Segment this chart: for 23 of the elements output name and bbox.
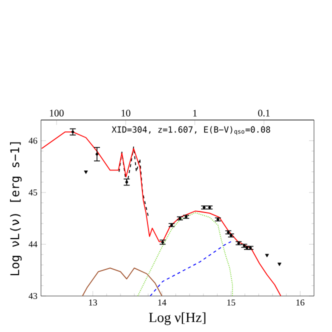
line-series — [150, 241, 232, 296]
point — [96, 152, 98, 156]
x-tick-label: 14 — [158, 300, 166, 306]
point — [265, 254, 269, 258]
x2-tick-label: 100 — [50, 110, 64, 116]
line-series — [137, 212, 233, 296]
x-axis-title: Log ν[Hz] — [149, 312, 206, 326]
y-tick-label: 46 — [28, 138, 38, 144]
x-tick-label: 15 — [227, 300, 236, 306]
y-axis-title: Log νL(ν) [erg s−1] — [10, 142, 22, 276]
annotation: XID=304, z=1.607, E(B−V)$_{qso}$=0.08 — [112, 126, 270, 135]
x-tick-label: 13 — [89, 300, 97, 306]
line-series — [82, 268, 162, 296]
y-tick-label: 44 — [28, 241, 38, 248]
y-tick-label: 43 — [28, 292, 38, 300]
point — [278, 262, 282, 266]
x-tick-label: 16 — [296, 300, 304, 306]
line-series — [118, 146, 149, 216]
x2-tick-label: 1 — [193, 110, 197, 116]
x2-tick-label: 0.1 — [258, 110, 270, 116]
x2-tick-label: 10 — [122, 110, 130, 116]
y-tick-label: 45 — [28, 189, 38, 196]
point — [84, 170, 88, 174]
